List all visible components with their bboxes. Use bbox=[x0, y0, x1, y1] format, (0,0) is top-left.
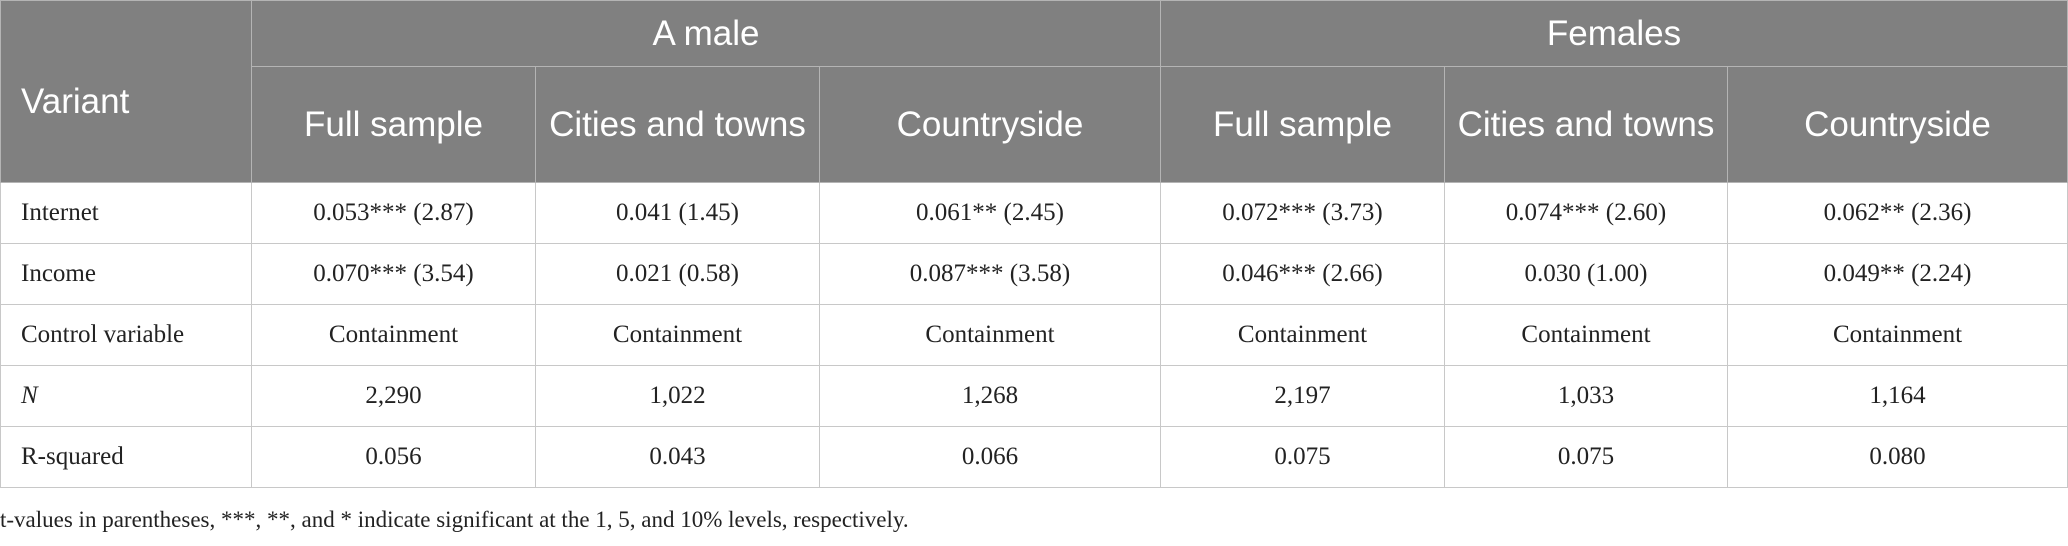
table-cell: 1,022 bbox=[535, 365, 820, 427]
table-cell: 1,164 bbox=[1726, 365, 2068, 427]
table-footnote: t-values in parentheses, ***, **, and * … bbox=[0, 507, 909, 532]
subheader-male-countryside: Countryside bbox=[819, 66, 1161, 183]
group-header-females: Females bbox=[1159, 0, 2068, 67]
subheader-male-cities-towns: Cities and towns bbox=[535, 66, 820, 183]
table-cell: Containment bbox=[251, 304, 536, 366]
table-container: Variant A male Females Full sample Citie… bbox=[0, 0, 2068, 488]
subheader-female-cities-towns: Cities and towns bbox=[1444, 66, 1728, 183]
row-label: R-squared bbox=[0, 426, 252, 488]
table-cell: 0.043 bbox=[535, 426, 820, 488]
table-cell: 1,033 bbox=[1444, 365, 1728, 427]
table-row: R-squared 0.056 0.043 0.066 0.075 0.075 0.080 bbox=[0, 426, 2068, 488]
subheader-female-countryside: Countryside bbox=[1726, 66, 2068, 183]
table-cell: 0.072*** (3.73) bbox=[1160, 182, 1445, 244]
table-cell: 0.066 bbox=[819, 426, 1161, 488]
table-header: Variant A male Females Full sample Citie… bbox=[0, 0, 2068, 183]
table-cell: 2,197 bbox=[1160, 365, 1445, 427]
table-cell: 0.053*** (2.87) bbox=[251, 182, 536, 244]
table-cell: 0.046*** (2.66) bbox=[1160, 243, 1445, 305]
table-cell: Containment bbox=[1726, 304, 2068, 366]
table-cell: 0.080 bbox=[1726, 426, 2068, 488]
table-cell: 1,268 bbox=[819, 365, 1161, 427]
table-cell: 0.049** (2.24) bbox=[1726, 243, 2068, 305]
table-cell: 0.062** (2.36) bbox=[1726, 182, 2068, 244]
regression-table: Variant A male Females Full sample Citie… bbox=[0, 0, 2068, 488]
row-label: N bbox=[0, 365, 252, 427]
table-cell: Containment bbox=[535, 304, 820, 366]
table-cell: 0.056 bbox=[251, 426, 536, 488]
table-cell: 0.021 (0.58) bbox=[535, 243, 820, 305]
subheader-male-full-sample: Full sample bbox=[251, 66, 536, 183]
table-cell: 0.030 (1.00) bbox=[1444, 243, 1728, 305]
table-cell: Containment bbox=[1444, 304, 1728, 366]
table-row: Income 0.070*** (3.54) 0.021 (0.58) 0.087**… bbox=[0, 243, 2068, 305]
table-cell: 0.041 (1.45) bbox=[535, 182, 820, 244]
subheader-female-full-sample: Full sample bbox=[1160, 66, 1445, 183]
table-cell: Containment bbox=[819, 304, 1161, 366]
table-cell: 0.075 bbox=[1160, 426, 1445, 488]
table-cell: 0.061** (2.45) bbox=[819, 182, 1161, 244]
group-header-male: A male bbox=[251, 0, 1161, 67]
table-cell: 2,290 bbox=[251, 365, 536, 427]
table-body: Internet 0.053*** (2.87) 0.041 (1.45) 0.061… bbox=[0, 182, 2068, 488]
table-row: Control variable Containment Containment Co… bbox=[0, 304, 2068, 366]
variant-header: Variant bbox=[0, 0, 252, 183]
table-cell: 0.070*** (3.54) bbox=[251, 243, 536, 305]
row-label: Internet bbox=[0, 182, 252, 244]
table-cell: 0.075 bbox=[1444, 426, 1728, 488]
table-cell: 0.087*** (3.58) bbox=[819, 243, 1161, 305]
row-label: Income bbox=[0, 243, 252, 305]
table-cell: 0.074*** (2.60) bbox=[1444, 182, 1728, 244]
table-row: Internet 0.053*** (2.87) 0.041 (1.45) 0.061… bbox=[0, 182, 2068, 244]
row-label: Control variable bbox=[0, 304, 252, 366]
table-row: N 2,290 1,022 1,268 2,197 1,033 1,164 bbox=[0, 365, 2068, 427]
table-cell: Containment bbox=[1160, 304, 1445, 366]
